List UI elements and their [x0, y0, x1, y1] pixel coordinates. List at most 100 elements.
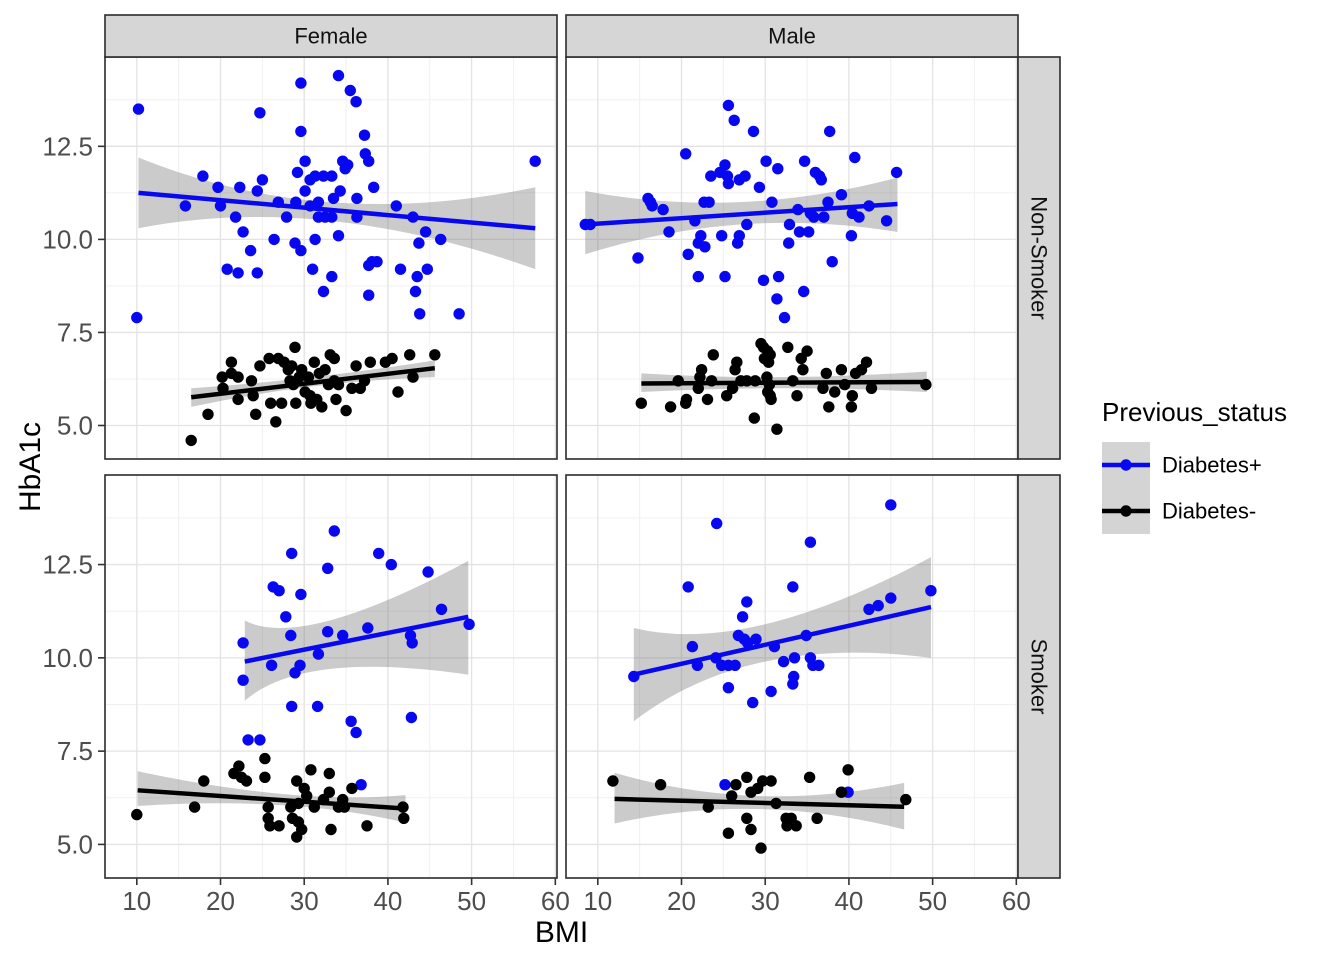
data-point-diabetes	[289, 341, 301, 353]
data-point-diabetes	[722, 682, 735, 694]
facet-strip-non-smoker: Non-Smoker	[1017, 56, 1061, 460]
data-point-diabetes	[411, 270, 423, 283]
data-point-diabetes	[275, 397, 288, 409]
data-point-diabetes	[783, 237, 795, 249]
data-point-diabetes	[689, 215, 701, 227]
data-point-diabetes	[198, 775, 210, 787]
confidence-band-diabetes	[138, 157, 536, 270]
data-point-diabetes	[272, 196, 284, 208]
x-axis-title: BMI	[535, 916, 588, 949]
data-point-diabetes	[691, 659, 704, 671]
data-point-diabetes	[296, 823, 308, 836]
data-point-diabetes	[804, 536, 817, 548]
data-point-diabetes	[788, 652, 801, 664]
data-point-diabetes	[373, 547, 385, 560]
data-point-diabetes	[326, 270, 338, 283]
data-point-diabetes	[811, 812, 823, 824]
data-point-diabetes	[217, 382, 229, 394]
data-point-diabetes	[772, 163, 784, 175]
data-point-diabetes	[371, 256, 383, 268]
data-point-diabetes	[783, 218, 796, 231]
data-point-diabetes	[291, 775, 303, 787]
data-point-diabetes	[770, 797, 782, 810]
data-point-diabetes	[762, 356, 775, 368]
data-point-diabetes	[390, 200, 402, 212]
trend-line-diabetes	[244, 614, 469, 664]
data-point-diabetes	[179, 200, 192, 212]
trend-line-diabetes	[633, 604, 932, 677]
data-point-diabetes	[350, 96, 362, 108]
data-point-diabetes	[362, 622, 374, 634]
data-point-diabetes	[344, 84, 356, 97]
data-point-diabetes	[406, 637, 418, 649]
data-point-diabetes	[421, 263, 433, 275]
facet-strip-background	[565, 14, 1019, 58]
data-point-diabetes	[682, 248, 694, 260]
data-point-diabetes	[247, 390, 259, 402]
data-point-diabetes	[337, 629, 349, 642]
data-point-diabetes	[326, 211, 338, 223]
data-point-diabetes	[311, 700, 324, 713]
data-point-diabetes	[185, 434, 197, 447]
data-point-diabetes	[760, 155, 772, 167]
data-point-diabetes	[325, 823, 337, 836]
facet-strip-background	[1017, 474, 1061, 879]
data-point-diabetes	[351, 192, 363, 205]
data-point-diabetes	[254, 107, 266, 119]
data-point-diabetes	[692, 270, 704, 283]
data-point-diabetes	[254, 734, 266, 746]
data-point-diabetes	[285, 629, 297, 642]
legend-label-diabetes: Diabetes+	[1162, 453, 1262, 478]
data-point-diabetes	[453, 308, 465, 320]
data-point-diabetes	[397, 801, 409, 813]
data-point-diabetes	[920, 378, 932, 391]
data-point-diabetes	[286, 360, 298, 372]
x-tick-label: 50	[457, 886, 486, 916]
data-point-diabetes	[787, 581, 799, 593]
data-point-diabetes	[364, 356, 376, 368]
data-point-diabetes	[332, 378, 345, 391]
data-point-diabetes	[829, 386, 841, 398]
data-point-diabetes	[435, 603, 448, 615]
data-point-diabetes	[262, 801, 274, 813]
data-point-diabetes	[233, 760, 245, 772]
data-point-diabetes	[202, 408, 214, 420]
data-point-diabetes	[800, 629, 812, 642]
data-point-diabetes	[726, 382, 739, 394]
data-point-diabetes	[305, 764, 317, 776]
data-point-diabetes	[232, 371, 244, 383]
data-point-diabetes	[739, 170, 751, 182]
data-point-diabetes	[845, 230, 858, 242]
panel-border	[104, 474, 558, 879]
y-tick-label: 7.5	[57, 317, 93, 347]
data-point-diabetes	[244, 244, 257, 257]
panel-female-non-smoker	[104, 56, 558, 460]
data-point-diabetes	[695, 364, 708, 376]
data-point-diabetes	[273, 820, 285, 832]
data-point-diabetes	[385, 558, 397, 571]
data-point-diabetes	[407, 211, 419, 223]
data-point-diabetes	[722, 177, 735, 190]
data-point-diabetes	[782, 341, 794, 353]
data-point-diabetes	[240, 775, 253, 787]
data-point-diabetes	[729, 659, 741, 671]
data-point-diabetes	[835, 786, 848, 798]
data-point-diabetes	[286, 700, 298, 713]
data-point-diabetes	[803, 771, 816, 783]
data-point-diabetes	[328, 525, 340, 537]
trend-line-diabetes	[641, 379, 927, 386]
data-point-diabetes	[295, 77, 307, 89]
panel-male-non-smoker	[565, 56, 1019, 460]
data-point-diabetes	[646, 200, 658, 212]
data-point-diabetes	[404, 349, 416, 361]
data-point-diabetes	[719, 270, 731, 283]
data-point-diabetes	[232, 267, 244, 279]
data-point-diabetes	[306, 263, 319, 275]
data-point-diabetes	[719, 779, 731, 791]
data-point-diabetes	[716, 230, 728, 242]
facet-strip-male: Male	[565, 14, 1019, 58]
data-point-diabetes	[865, 382, 878, 394]
data-point-diabetes	[787, 678, 799, 690]
